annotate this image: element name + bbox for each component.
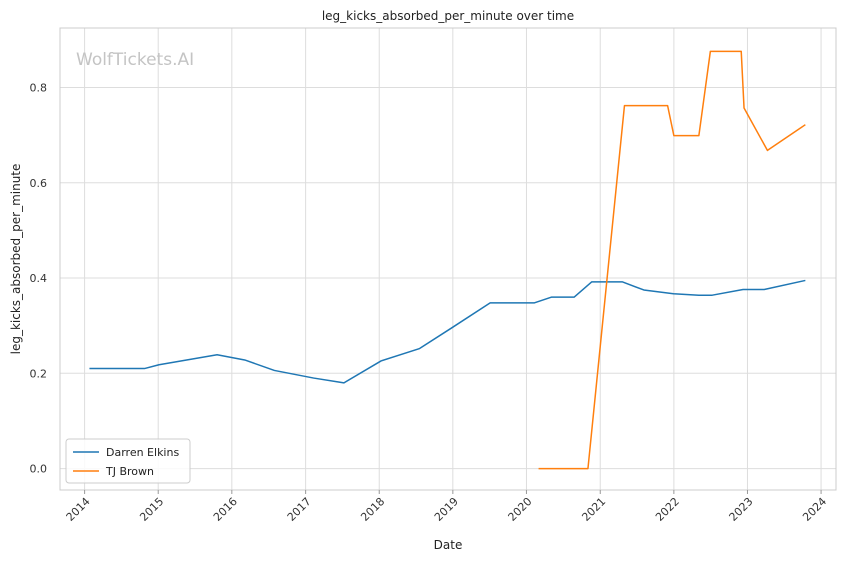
y-tick-label: 0.4 [30, 272, 48, 285]
y-tick-label: 0.0 [30, 463, 48, 476]
y-axis-ticks: 0.0 0.2 0.4 0.6 0.8 [30, 82, 48, 476]
plot-area-background [60, 28, 836, 490]
series-layer [89, 50, 806, 470]
legend-label-darren-elkins: Darren Elkins [106, 446, 179, 459]
y-axis-title: leg_kicks_absorbed_per_minute [9, 164, 23, 355]
chart-title: leg_kicks_absorbed_per_minute over time [322, 9, 574, 23]
plot-frame [59, 27, 837, 491]
x-axis-title: Date [434, 538, 463, 552]
y-tick-label: 0.8 [30, 82, 48, 95]
legend: Darren Elkins TJ Brown [65, 438, 191, 484]
y-tick-label: 0.6 [30, 177, 48, 190]
series-line-darren-elkins [89, 279, 806, 384]
legend-box [65, 438, 191, 484]
watermark-text: WolfTickets.AI [76, 50, 194, 70]
grid-lines [60, 28, 836, 490]
series-line-tj-brown [538, 50, 806, 470]
legend-label-tj-brown: TJ Brown [105, 465, 154, 478]
y-tick-label: 0.2 [30, 367, 48, 380]
